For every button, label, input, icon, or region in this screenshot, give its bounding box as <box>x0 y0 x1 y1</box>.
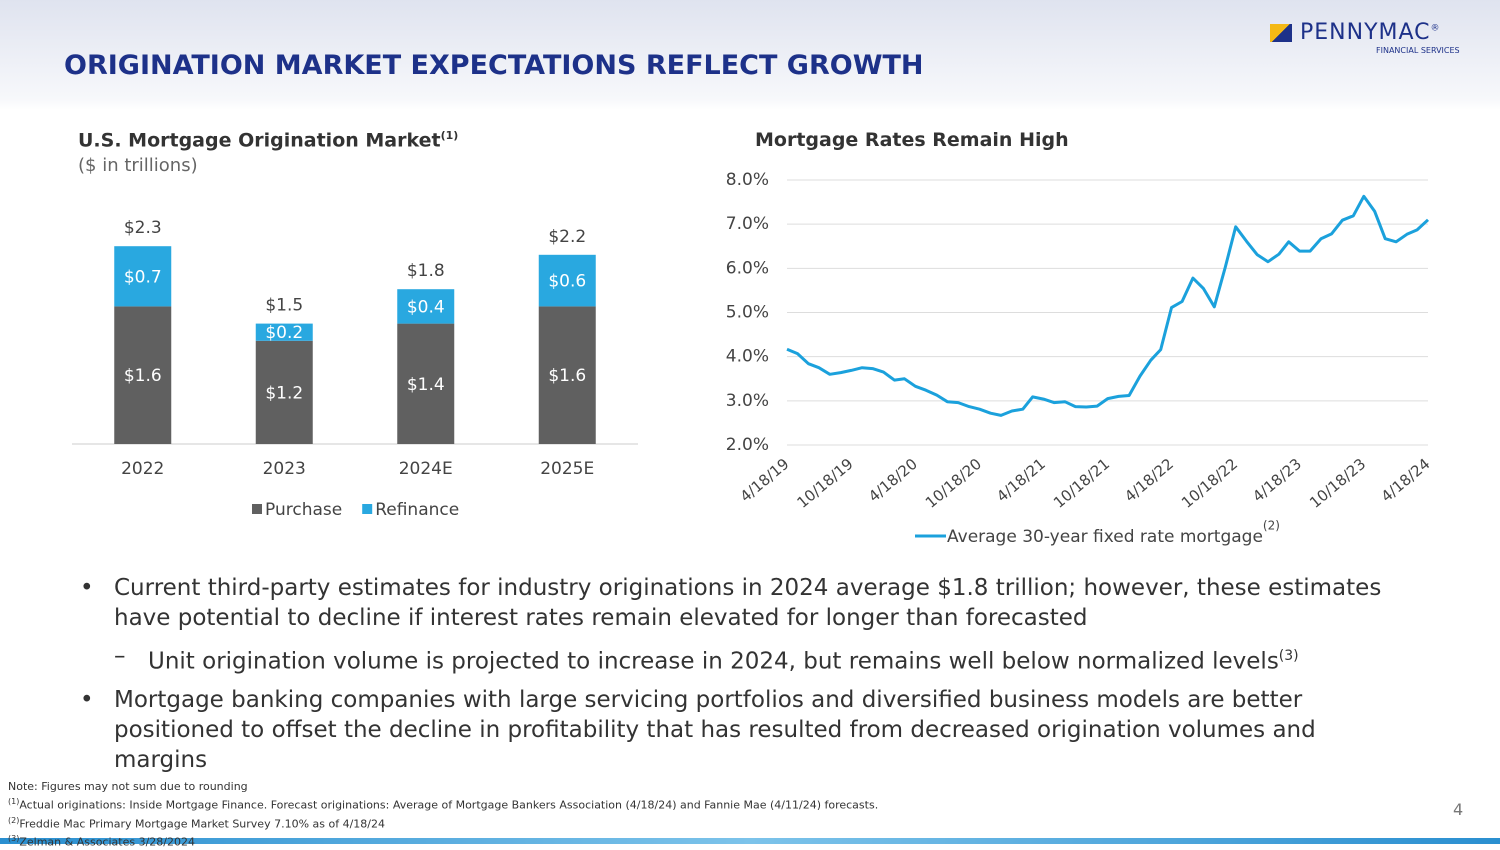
footer-bar <box>0 838 1500 844</box>
logo-mark: ® <box>1430 23 1441 34</box>
total-label: $2.3 <box>124 218 162 238</box>
data-label: $1.2 <box>265 383 303 403</box>
x-tick-label: 10/18/20 <box>922 455 985 512</box>
data-label: $1.4 <box>407 375 445 395</box>
x-tick-label: 10/18/22 <box>1178 455 1241 512</box>
bullet-text: Current third-party estimates for indust… <box>114 575 1382 631</box>
chart-title: Mortgage Rates Remain High <box>755 129 1069 151</box>
total-label: $1.8 <box>407 261 445 281</box>
x-tick-label: 4/18/19 <box>737 455 793 506</box>
page-number: 4 <box>1453 800 1464 819</box>
footnote: (2)Freddie Mac Primary Mortgage Market S… <box>8 813 878 832</box>
chart-title-text: U.S. Mortgage Origination Market <box>78 129 441 152</box>
legend-label: Refinance <box>375 500 459 520</box>
x-tick-label: 4/18/21 <box>993 455 1049 506</box>
footnote-marker: (3) <box>8 834 20 844</box>
y-tick-label: 3.0% <box>726 391 769 411</box>
x-tick-label: 10/18/21 <box>1050 455 1113 512</box>
y-tick-label: 5.0% <box>726 303 769 323</box>
x-tick-label: 2022 <box>121 459 164 479</box>
x-tick-label: 10/18/23 <box>1306 455 1369 512</box>
footnote-text: Freddie Mac Primary Mortgage Market Surv… <box>19 817 385 831</box>
footnote-marker: (2) <box>8 815 20 825</box>
x-tick-label: 4/18/22 <box>1121 455 1177 506</box>
x-tick-label: 4/18/24 <box>1378 455 1434 506</box>
data-label: $0.7 <box>124 267 162 287</box>
bullet-text: Unit origination volume is projected to … <box>148 648 1279 675</box>
bar-segment <box>255 323 313 341</box>
x-tick-label: 4/18/20 <box>865 455 921 506</box>
line <box>786 194 1430 417</box>
data-label: $0.4 <box>407 297 445 317</box>
footnote: (3)Zelman & Associates 3/28/2024 <box>8 831 878 850</box>
bullet: Current third-party estimates for indust… <box>80 573 1410 633</box>
logo-text: PENNYMAC <box>1300 20 1431 45</box>
chart-title: U.S. Mortgage Origination Market(1) <box>78 129 458 151</box>
x-tick-label: 2023 <box>263 459 306 479</box>
footnote-marker: (1) <box>8 797 20 806</box>
bar-segment <box>397 323 455 444</box>
logo-icon <box>1270 24 1292 42</box>
footnotes: Note: Figures may not sum due to roundin… <box>8 779 878 850</box>
bullet: Mortgage banking companies with large se… <box>80 685 1410 775</box>
data-label: $1.6 <box>548 366 586 386</box>
header-background <box>0 0 1500 110</box>
total-label: $1.5 <box>265 296 303 316</box>
bar-segment <box>114 246 172 307</box>
y-tick-label: 4.0% <box>726 347 769 367</box>
footnote-text: Zelman & Associates 3/28/2024 <box>19 835 195 849</box>
bar-segment <box>538 306 596 444</box>
data-label: $0.2 <box>265 323 303 343</box>
total-label: $2.2 <box>548 227 586 247</box>
x-tick-label: 2025E <box>540 459 594 479</box>
bullet: Unit origination volume is projected to … <box>80 641 1410 677</box>
legend-swatch <box>252 504 262 514</box>
y-tick-label: 8.0% <box>726 170 769 190</box>
y-tick-label: 2.0% <box>726 435 769 455</box>
logo-subtitle: FINANCIAL SERVICES <box>1376 46 1460 55</box>
data-label: $1.6 <box>124 366 162 386</box>
bullet-text: Mortgage banking companies with large se… <box>114 686 1316 773</box>
bar-segment <box>397 289 455 324</box>
x-tick-label: 10/18/19 <box>793 455 856 512</box>
bar-segment <box>114 306 172 444</box>
legend-swatch <box>362 504 373 514</box>
legend-label: Average 30-year fixed rate mortgage <box>947 527 1263 547</box>
logo: PENNYMAC® <box>1300 20 1441 45</box>
x-tick-label: 4/18/23 <box>1249 455 1305 506</box>
data-label: $0.6 <box>548 272 586 292</box>
y-tick-label: 6.0% <box>726 258 769 278</box>
bar-segment <box>538 254 596 307</box>
bar-segment <box>255 340 313 444</box>
x-tick-label: 2024E <box>399 459 453 479</box>
bullet-list: Current third-party estimates for indust… <box>80 573 1410 783</box>
slide-title: ORIGINATION MARKET EXPECTATIONS REFLECT … <box>64 50 924 81</box>
legend-note: (2) <box>1263 519 1280 533</box>
y-tick-label: 7.0% <box>726 214 769 234</box>
note: Note: Figures may not sum due to roundin… <box>8 780 248 793</box>
footnote-text: Actual originations: Inside Mortgage Fin… <box>19 798 879 812</box>
footnote-marker: (1) <box>440 129 459 142</box>
footnote: (1)Actual originations: Inside Mortgage … <box>8 794 878 813</box>
chart-subtitle: ($ in trillions) <box>78 155 198 176</box>
legend-label: Purchase <box>265 500 342 520</box>
footnote-marker: (3) <box>1278 648 1299 664</box>
